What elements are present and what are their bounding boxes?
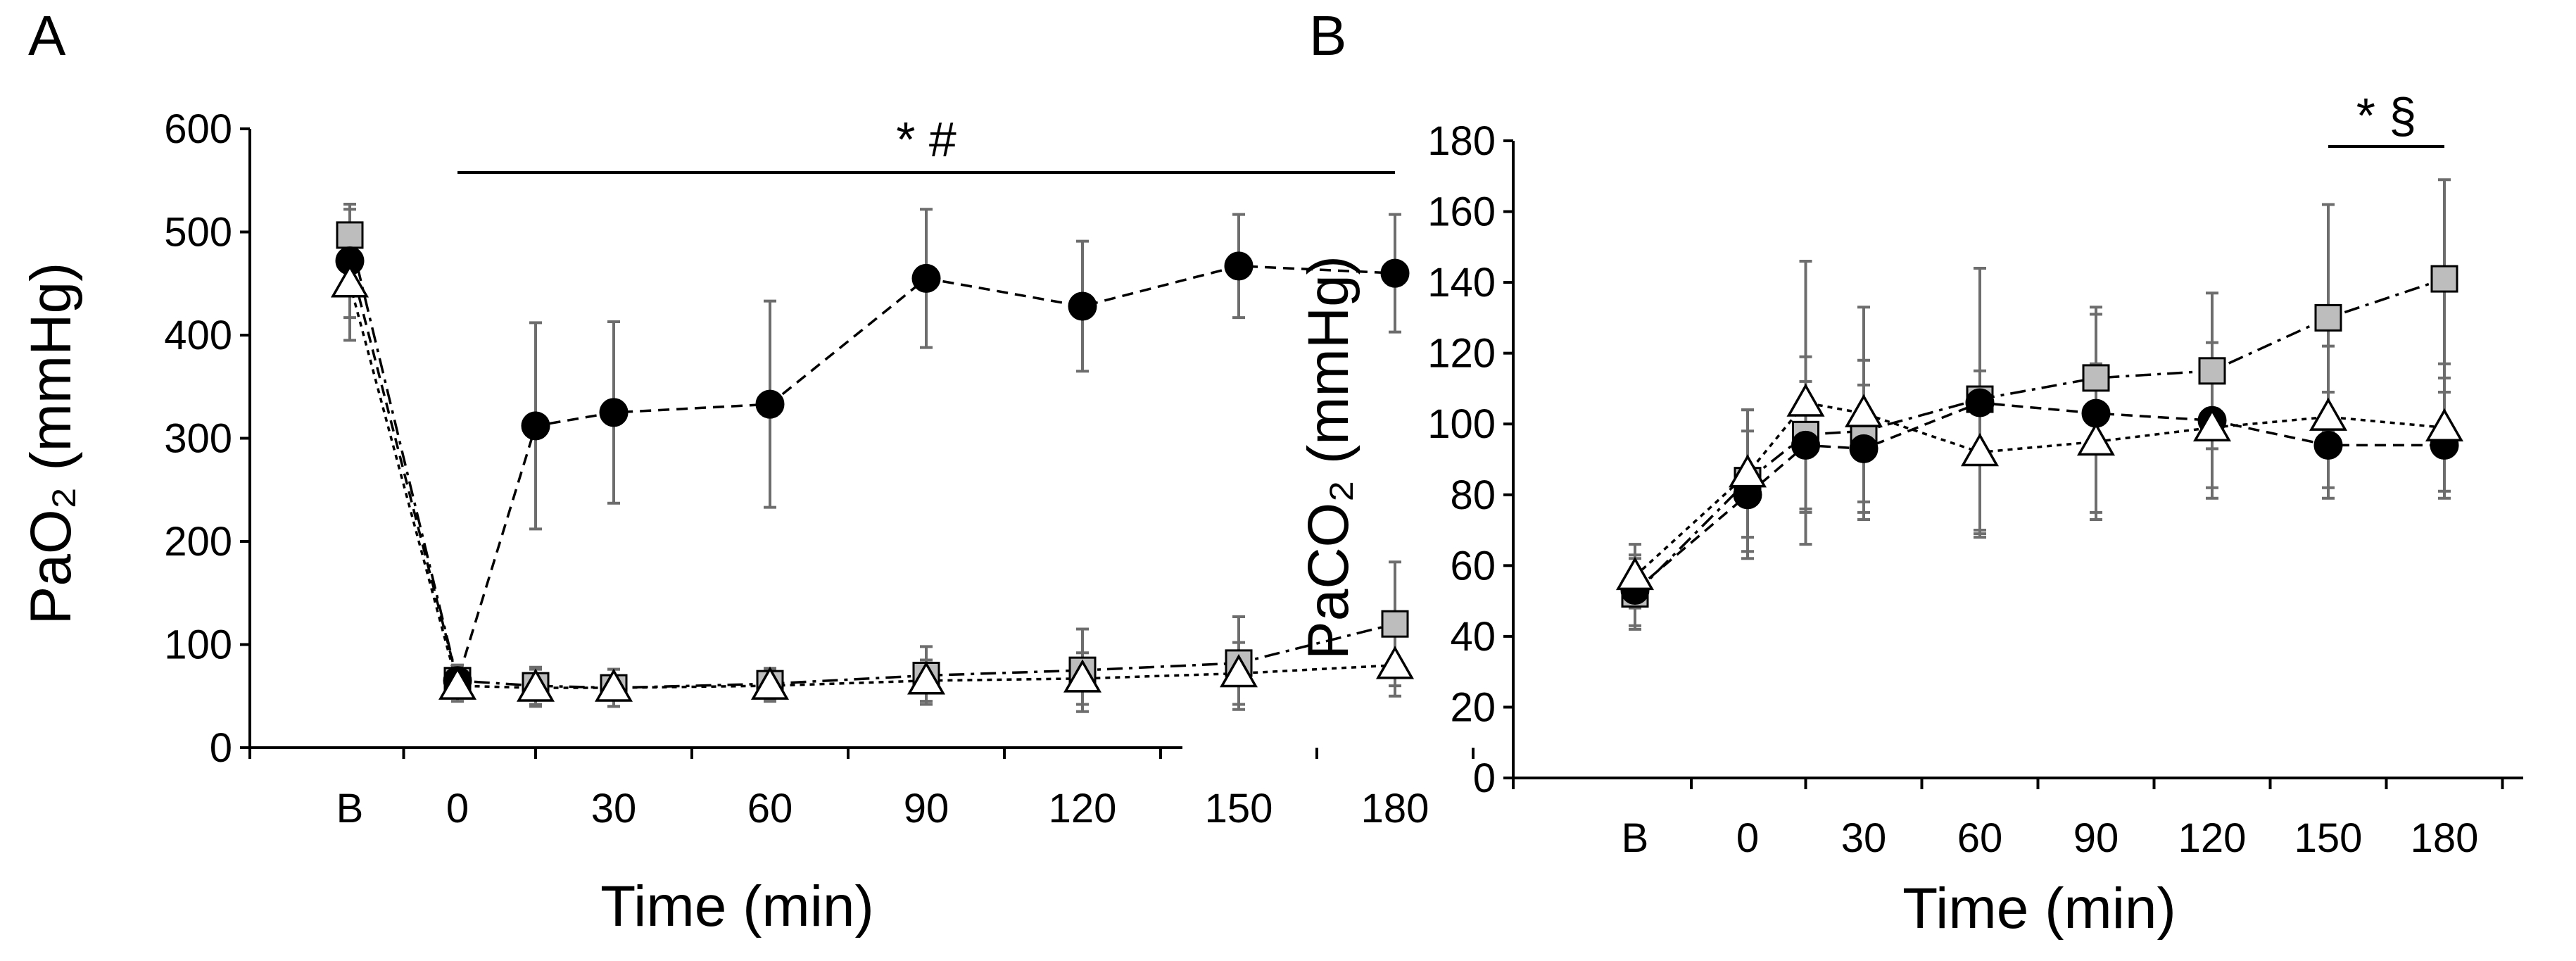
data-point-circle [1849, 434, 1879, 463]
data-point-square [2198, 357, 2226, 385]
panel-a: A 0 100 200 300 400 500 600 B 0 30 60 90 120 150 180 Tim… [19, 4, 1475, 938]
data-point-triangle [2076, 422, 2116, 456]
data-point-square [2314, 303, 2342, 332]
y-tick-label: 200 [164, 519, 232, 565]
significance-label: * § [2356, 88, 2417, 143]
data-point-circle [1224, 251, 1254, 281]
y-tick-label: 400 [164, 313, 232, 358]
data-point-circle [1380, 258, 1410, 288]
significance-label: * # [896, 112, 956, 167]
data-point-triangle [2309, 397, 2348, 431]
x-tick-label: 150 [2294, 815, 2363, 861]
x-tick-label: B [336, 786, 364, 831]
x-tick-label: 0 [446, 786, 469, 831]
data-point-circle [1791, 430, 1820, 460]
y-tick-label: 20 [1450, 684, 1496, 730]
y-tick-label: 100 [1427, 401, 1496, 447]
data-point-square [1381, 610, 1409, 638]
data-point-triangle [1786, 383, 1825, 417]
x-tick-label: 90 [904, 786, 949, 831]
x-tick-label: 180 [1361, 786, 1429, 831]
y-tick-label: 180 [1427, 118, 1496, 164]
y-axis-title: PaCO₂ (mmHg) [1296, 256, 1360, 660]
data-point-triangle [1844, 394, 1883, 427]
data-point-triangle [1615, 556, 1655, 591]
data-point-triangle [1960, 432, 2000, 467]
data-point-circle [755, 389, 785, 419]
data-point-triangle [2192, 408, 2232, 441]
panel-letter: B [1309, 4, 1346, 67]
data-point-triangle [2425, 408, 2464, 441]
y-tick-label: 60 [1450, 543, 1496, 589]
y-tick-label: 80 [1450, 472, 1496, 518]
y-tick-label: 140 [1427, 260, 1496, 306]
data-point-square [2082, 364, 2110, 392]
x-tick-label: 0 [1736, 815, 1759, 861]
x-tick-label: 180 [2411, 815, 2479, 861]
data-point-triangle [516, 668, 555, 702]
y-tick-label: 500 [164, 210, 232, 256]
x-tick-label: 30 [1841, 815, 1887, 861]
x-tick-label: 30 [591, 786, 637, 831]
y-tick-label: 600 [164, 106, 232, 152]
data-point-circle [2313, 430, 2343, 460]
x-tick-label: 90 [2073, 815, 2119, 861]
data-point-square [336, 221, 364, 249]
y-tick-label: 160 [1427, 189, 1496, 235]
x-tick-label: 60 [1957, 815, 2003, 861]
y-tick-label: 300 [164, 416, 232, 462]
data-point-circle [911, 263, 941, 293]
y-tick-label: 40 [1450, 614, 1496, 660]
data-point-square [2430, 265, 2458, 293]
y-axis-title: PaO₂ (mmHg) [19, 263, 83, 625]
x-axis-title: Time (min) [1902, 877, 2176, 941]
y-tick-label: 0 [210, 725, 232, 771]
x-axis-title: Time (min) [600, 874, 874, 938]
panel-letter: A [28, 4, 66, 67]
y-tick-label: 100 [164, 622, 232, 668]
y-tick-label: 120 [1427, 331, 1496, 377]
data-point-triangle [330, 264, 370, 298]
data-point-circle [599, 398, 629, 427]
data-point-triangle [594, 668, 633, 702]
data-point-circle [521, 411, 550, 441]
x-tick-label: 120 [2178, 815, 2247, 861]
panel-b: B 0 20 40 60 80 100 120 140 160 180 B 0 30 60 90 120 150 1… [1296, 4, 2523, 941]
data-point-triangle [1728, 454, 1767, 488]
data-point-triangle [1219, 653, 1258, 688]
x-tick-label: 60 [747, 786, 793, 831]
data-point-triangle [750, 666, 790, 700]
x-tick-label: 120 [1049, 786, 1117, 831]
y-tick-label: 0 [1473, 755, 1496, 801]
data-point-triangle [1063, 659, 1102, 693]
data-point-triangle [438, 666, 477, 700]
x-tick-label: 150 [1205, 786, 1273, 831]
data-point-triangle [907, 661, 946, 695]
series-line-triangle [348, 283, 1396, 689]
data-point-triangle [1375, 646, 1415, 679]
x-tick-label: B [1622, 815, 1649, 861]
data-point-circle [1068, 291, 1097, 321]
data-point-circle [1965, 388, 1995, 417]
